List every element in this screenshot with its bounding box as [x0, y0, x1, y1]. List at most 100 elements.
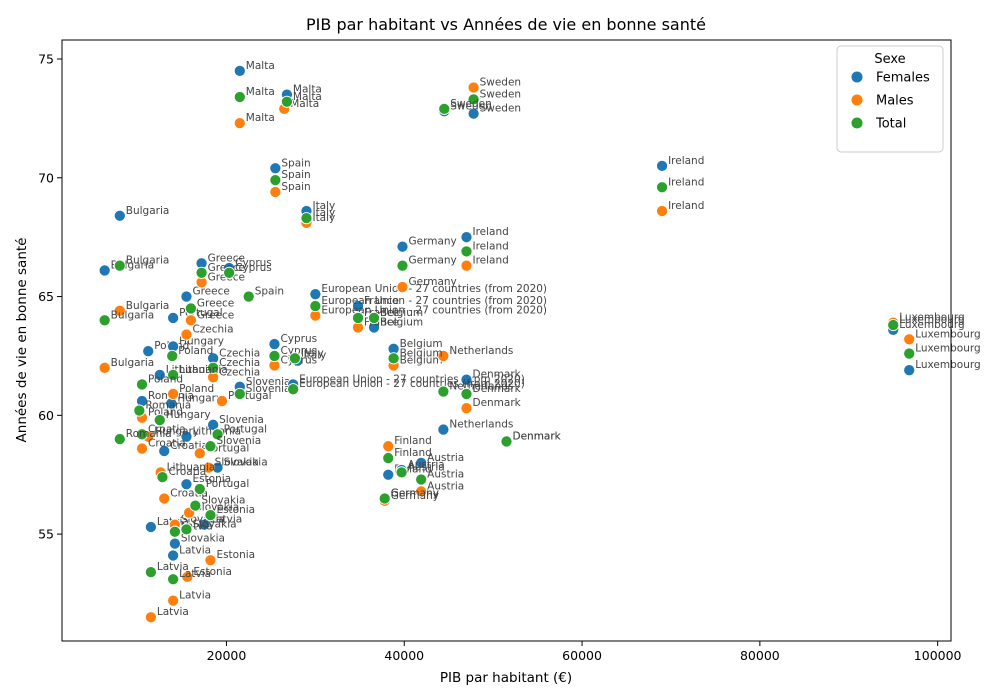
point-label: Spain: [281, 169, 310, 181]
data-point: [98, 264, 111, 277]
point-label: Germany: [408, 276, 456, 288]
data-point: [460, 231, 473, 244]
y-tick-label: 60: [38, 408, 54, 423]
data-point: [189, 499, 202, 512]
data-point: [98, 314, 111, 327]
data-point: [309, 288, 322, 301]
point-label: Netherlands: [449, 419, 513, 431]
point-label: Bulgaria: [111, 357, 155, 369]
y-tick-label: 65: [38, 289, 54, 304]
data-point: [233, 90, 246, 104]
point-label: Latvia: [179, 568, 211, 580]
data-point: [309, 300, 322, 313]
point-label: Luxembourg: [915, 328, 980, 340]
data-point: [180, 430, 193, 443]
data-point: [268, 338, 281, 351]
point-label: Greece: [197, 309, 234, 321]
data-point: [233, 387, 246, 400]
x-tick-label: 80000: [740, 648, 780, 663]
point-label: Estonia: [216, 549, 255, 561]
legend: Sexe Females Males Total: [836, 45, 944, 153]
data-point: [233, 64, 246, 77]
point-label: Sweden: [450, 98, 492, 110]
point-label: Estonia: [192, 473, 231, 485]
legend-frame: [836, 45, 944, 153]
point-label: Slovakia: [192, 518, 236, 530]
point-label: Denmark: [472, 369, 521, 381]
data-point: [167, 594, 180, 607]
point-label: Italy: [301, 347, 324, 359]
y-tick-label: 75: [38, 52, 54, 67]
data-point: [378, 492, 391, 505]
point-label: Slovenia: [219, 414, 264, 426]
point-label: Latvia: [179, 590, 211, 602]
point-label: Italy: [304, 350, 327, 362]
data-point: [202, 461, 215, 474]
x-tick-label: 20000: [207, 648, 247, 663]
data-point: [382, 440, 395, 453]
data-point: [396, 281, 409, 294]
point-label: Ireland: [472, 226, 508, 238]
point-label: Romania: [126, 428, 172, 440]
point-label: Lithuania: [167, 461, 216, 473]
data-point: [158, 444, 171, 458]
point-label: Hungary: [166, 409, 211, 421]
point-label: Ireland: [668, 176, 704, 188]
point-label: Netherlands: [449, 345, 513, 357]
point-label: Ireland: [472, 255, 508, 267]
point-label: Finland: [394, 435, 432, 447]
data-point: [233, 117, 246, 130]
point-label: Latvia: [210, 514, 242, 526]
point-label: Czechia: [219, 366, 260, 378]
data-point: [156, 471, 169, 484]
point-label: Austria: [408, 461, 445, 473]
x-axis: 20000 40000 60000 80000 100000: [207, 641, 962, 663]
y-tick-label: 55: [38, 527, 54, 542]
y-axis-title: Années de vie en bonne santé: [14, 238, 30, 443]
point-label: Sweden: [480, 88, 522, 100]
data-point: [180, 523, 193, 536]
data-point: [153, 414, 166, 427]
point-label: Latvia: [157, 561, 189, 573]
point-label: Slovenia: [216, 435, 261, 447]
point-label: Luxembourg: [899, 319, 964, 331]
data-point: [113, 433, 126, 446]
data-point: [415, 456, 428, 469]
x-tick-label: 100000: [914, 648, 962, 663]
point-label: Luxembourg: [899, 312, 964, 324]
point-label: Slovenia: [246, 383, 291, 395]
data-point: [144, 611, 157, 624]
point-label: Latvia: [157, 606, 189, 618]
legend-marker: [850, 70, 864, 84]
data-point: [113, 304, 126, 317]
data-point: [437, 385, 450, 398]
data-point: [144, 520, 157, 534]
point-label: France: [364, 295, 399, 307]
point-label: Croatia: [148, 438, 186, 450]
data-point: [193, 447, 206, 460]
data-point: [903, 347, 916, 360]
data-point: [656, 181, 669, 194]
data-point: [656, 204, 669, 218]
data-point: [300, 212, 313, 225]
data-point: [467, 81, 480, 94]
point-label: European Union - 27 countries (from 2020…: [321, 295, 547, 307]
data-point: [367, 311, 381, 324]
data-point: [903, 364, 916, 377]
data-point: [351, 311, 365, 324]
data-point: [500, 435, 513, 448]
data-point: [438, 102, 451, 115]
point-label: Belgium: [380, 316, 423, 328]
point-label: Croatia: [148, 423, 186, 435]
point-label: Denmark: [472, 383, 521, 395]
data-point: [167, 549, 180, 562]
data-point: [387, 352, 400, 365]
point-label: Malta: [293, 91, 322, 103]
point-label: Germany: [391, 487, 439, 499]
point-label: Sweden: [480, 103, 522, 115]
point-label: Spain: [255, 286, 284, 298]
data-point: [269, 174, 282, 187]
data-point: [113, 259, 126, 272]
data-point: [215, 395, 229, 408]
data-point: [382, 452, 395, 465]
